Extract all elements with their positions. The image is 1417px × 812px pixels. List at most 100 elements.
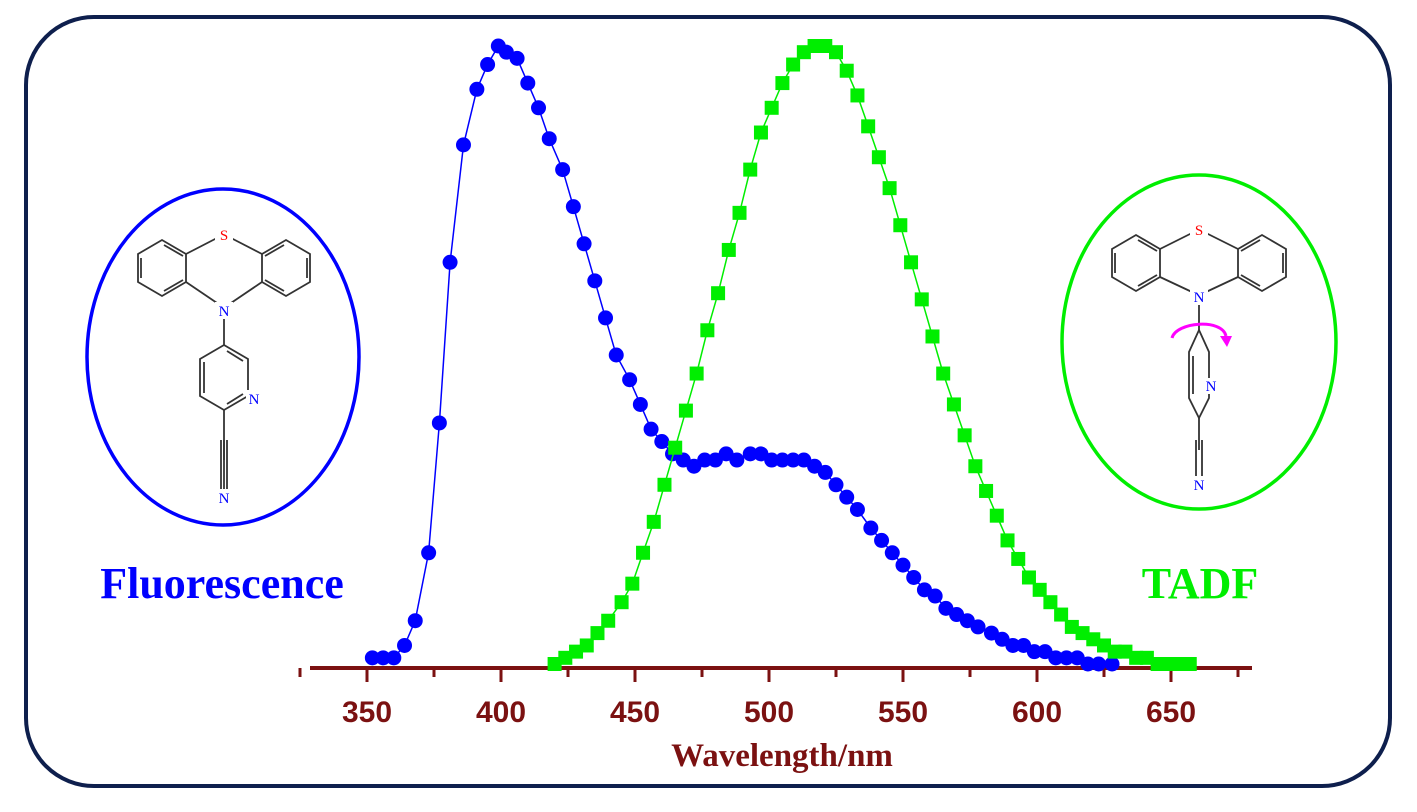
tadf-point (678, 403, 693, 418)
fluorescence-label: Fluorescence (100, 559, 344, 608)
x-tick-label: 500 (744, 696, 794, 729)
fluorescence-point (828, 477, 844, 493)
tadf-point (818, 39, 833, 53)
tadf-point (1054, 607, 1069, 622)
fluorescence-point (520, 75, 536, 91)
tadf-point (914, 292, 929, 307)
fluorescence-point (1080, 656, 1096, 672)
tadf-point (1129, 650, 1144, 665)
tadf-point (1097, 638, 1111, 653)
fluorescence-point (729, 452, 745, 468)
fluorescence-point (1048, 650, 1064, 666)
tadf-point (968, 459, 983, 474)
tadf-point (839, 63, 854, 78)
tadf-point (786, 57, 801, 72)
fluorescence-point (386, 650, 402, 666)
fluorescence-point (1026, 644, 1042, 660)
x-axis-ticks (298, 668, 1240, 682)
tadf-point (711, 286, 726, 301)
fluorescence-point (849, 502, 865, 517)
tadf-point (1043, 595, 1058, 610)
x-tick-label: 350 (342, 696, 392, 729)
fluorescence-point (1091, 656, 1107, 672)
tadf-point (850, 88, 865, 103)
tadf-point (646, 514, 661, 529)
rotation-arrowhead-icon (1220, 336, 1232, 347)
left-molecule-ellipse (85, 187, 361, 527)
fluorescence-point (970, 619, 986, 635)
fluorescence-point (469, 81, 485, 97)
tadf-line (554, 45, 1190, 665)
rounded-frame (24, 15, 1392, 788)
tadf-point (775, 76, 790, 91)
fluorescence-point (431, 415, 447, 431)
fluorescence-point (697, 452, 713, 468)
right-ring-nitrogen-label: N (1206, 379, 1217, 395)
tadf-point (861, 119, 876, 134)
tadf-point (1139, 650, 1154, 665)
fluorescence-point (541, 131, 557, 147)
tadf-point (957, 428, 972, 443)
fluorescence-point (397, 637, 413, 653)
tadf-point (1011, 551, 1026, 566)
x-tick-label: 550 (878, 696, 928, 729)
tadf-point (946, 397, 961, 412)
tadf-point (1086, 632, 1101, 647)
tadf-point (829, 45, 843, 60)
fluorescence-point (643, 421, 659, 437)
tadf-point (764, 100, 779, 115)
tadf-point (569, 644, 584, 659)
x-tick-label: 650 (1146, 696, 1196, 729)
tadf-point (893, 218, 908, 233)
fluorescence-point (407, 613, 423, 629)
left-sulfur-label: S (220, 228, 228, 244)
x-tick-label: 450 (610, 696, 660, 729)
tadf-point (625, 576, 640, 591)
tadf-point (979, 483, 994, 498)
fluorescence-point (555, 162, 571, 178)
tadf-point (807, 39, 822, 53)
tadf-point (1064, 619, 1079, 634)
fluorescence-point (565, 199, 581, 215)
series-fluorescence (364, 38, 1120, 672)
fluorescence-point (785, 452, 801, 468)
fluorescence-point (598, 310, 614, 326)
tadf-point (989, 508, 1004, 523)
tadf-point (743, 162, 758, 177)
fluorescence-point (895, 557, 911, 573)
fluorescence-point (742, 446, 758, 462)
fluorescence-point (764, 452, 780, 468)
tadf-point (1021, 570, 1036, 585)
right-molecule-ellipse (1060, 173, 1338, 511)
fluorescence-point (576, 236, 592, 252)
fluorescence-point (1104, 656, 1120, 672)
tadf-point (590, 626, 605, 641)
fluorescence-point (1005, 637, 1021, 653)
tadf-point (936, 366, 951, 381)
tadf-point (1075, 626, 1090, 641)
tadf-point (753, 125, 768, 140)
fluorescence-point (480, 57, 496, 73)
fluorescence-point (874, 532, 890, 548)
fluorescence-point (884, 545, 900, 561)
tadf-point (732, 205, 747, 220)
fluorescence-point (839, 489, 855, 505)
fluorescence-point (509, 50, 525, 66)
tadf-point (871, 150, 886, 165)
tadf-point (657, 477, 672, 492)
right-nitrile-nitrogen-label: N (1194, 478, 1205, 494)
tadf-point (636, 545, 651, 560)
fluorescence-point (364, 650, 380, 666)
tadf-point (700, 323, 715, 338)
tadf-point (1172, 657, 1187, 671)
fluorescence-point (906, 569, 922, 585)
tadf-point (796, 45, 811, 60)
tadf-point (1182, 657, 1197, 671)
fluorescence-line (372, 44, 1112, 665)
tadf-label: TADF (1142, 559, 1259, 608)
fluorescence-point (632, 396, 648, 412)
series-tadf (547, 39, 1197, 671)
tadf-point (721, 242, 736, 257)
tadf-point (614, 595, 629, 610)
